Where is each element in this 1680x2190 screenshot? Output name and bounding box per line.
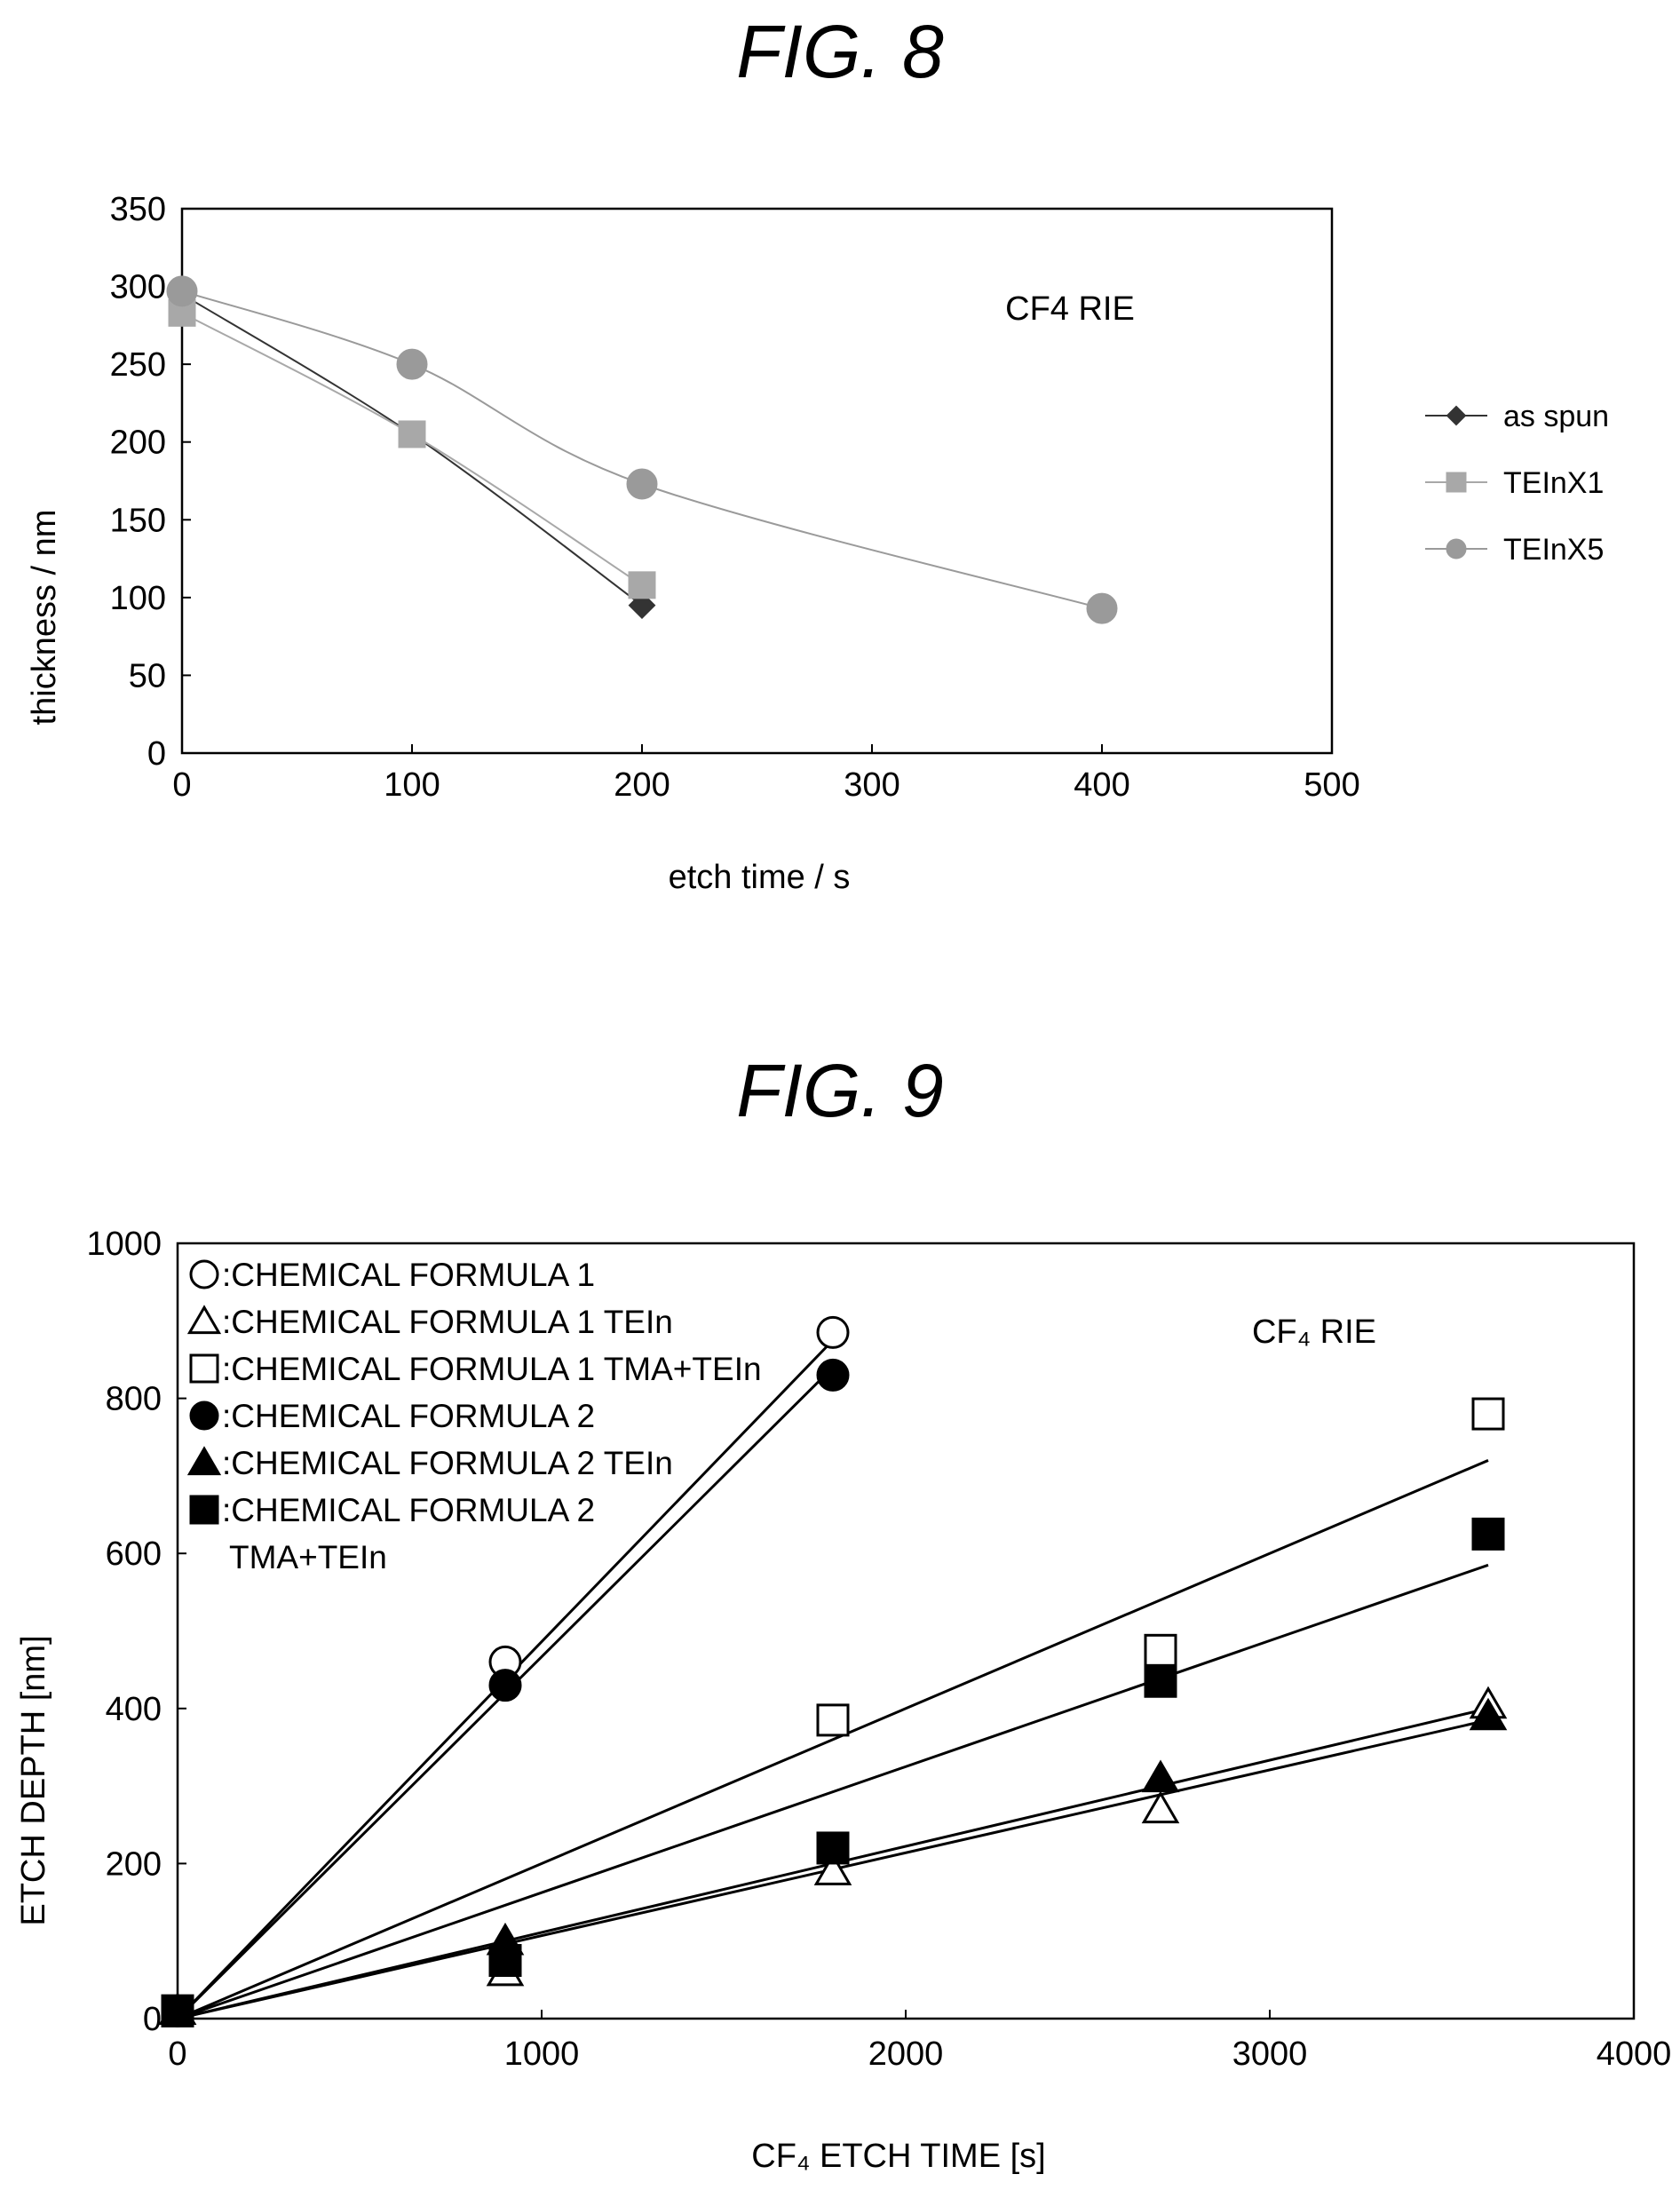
fig9-annotation: CF₄ RIE (1252, 1313, 1376, 1351)
fig9-point-series-3 (1471, 1397, 1505, 1431)
fig8-legend-label: TEInX5 (1503, 533, 1604, 567)
fig9-legend-label: :CHEMICAL FORMULA 1 (222, 1257, 595, 1293)
fig9-y-tick-label: 400 (106, 1691, 162, 1728)
fig9-y-tick-label: 200 (106, 1845, 162, 1883)
fig8-point-teinx1 (628, 571, 656, 599)
fig9-legend-label: :CHEMICAL FORMULA 2 (222, 1492, 595, 1528)
fig9-x-tick-label: 3000 (1232, 2035, 1308, 2073)
fig8-y-tick-label: 200 (110, 425, 166, 462)
fig8-chart: 0 100 200 300 400 500 0 50 100 150 200 250 300 350 as … (26, 191, 1610, 896)
fig8-x-tick-label: 400 (1074, 766, 1129, 804)
fig9-chart: 0 1000 2000 3000 4000 0 200 400 600 800 1000 :CHEMI… (15, 1226, 1671, 2175)
fig9-fit-line-6 (177, 1563, 1489, 2020)
fig8-x-tick-label: 100 (384, 766, 440, 804)
fig9-fit-line-3 (177, 1459, 1489, 2020)
fig8-point-teinx5 (166, 275, 198, 307)
fig9-point-series-1 (816, 1315, 850, 1349)
fig8-legend-marker-teinx1 (1446, 472, 1467, 493)
fig9-y-tick-label: 1000 (86, 1226, 162, 1263)
fig8-title: FIG. 8 (736, 10, 944, 93)
fig8-y-tick-label: 300 (110, 269, 166, 306)
fig8-plot-frame (180, 207, 1334, 755)
fig9-point-series-4 (488, 1669, 522, 1702)
fig8-x-tick-label: 200 (614, 766, 670, 804)
fig9-point-series-4 (816, 1358, 850, 1392)
fig8-y-tick-label: 0 (147, 735, 166, 773)
fig9-plot-marks: 0 1000 2000 3000 4000 0 200 400 600 800 1000 :CHEMI… (86, 1226, 1671, 2073)
fig9-point-series-2 (1141, 1790, 1180, 1824)
fig8-x-tick-label: 500 (1304, 766, 1359, 804)
fig9-point-series-6 (816, 1831, 850, 1865)
fig9-legend-marker-1 (189, 1259, 219, 1289)
fig8-legend-label: TEInX1 (1503, 466, 1604, 500)
fig9-point-series-3 (1144, 1633, 1177, 1667)
fig8-y-tick-label: 100 (110, 580, 166, 617)
fig9-x-axis-label: CF₄ ETCH TIME [s] (751, 2138, 1045, 2175)
fig8-y-tick-label: 250 (110, 346, 166, 384)
fig8-point-as-spun (628, 591, 656, 620)
fig9-legend-label: :CHEMICAL FORMULA 1 TEIn (222, 1304, 673, 1340)
fig9-point-series-5 (1469, 1697, 1508, 1731)
fig8-y-tick-label: 50 (129, 657, 166, 694)
fig8-legend-label: as spun (1503, 400, 1609, 433)
fig9-point-series-6 (488, 1944, 522, 1978)
fig9-y-axis-label: ETCH DEPTH [nm] (15, 1635, 52, 1925)
fig9-point-series-2 (813, 1853, 852, 1885)
fig9-legend-marker-5 (186, 1446, 222, 1476)
fig8-series-line-as-spun (181, 293, 643, 607)
fig8-y-tick-label: 150 (110, 502, 166, 539)
fig9-x-tick-label: 1000 (504, 2035, 580, 2073)
fig8-annotation: CF4 RIE (1005, 290, 1135, 328)
fig8-x-axis-label: etch time / s (669, 859, 851, 896)
fig9-y-tick-label: 600 (106, 1535, 162, 1573)
fig9-title: FIG. 9 (736, 1049, 944, 1132)
fig9-y-tick-label: 800 (106, 1381, 162, 1418)
fig9-point-series-5 (1141, 1759, 1180, 1793)
fig8-y-tick-label: 350 (110, 191, 166, 228)
fig9-legend-marker-4 (189, 1400, 219, 1431)
fig9-x-tick-label: 2000 (868, 2035, 944, 2073)
fig8-point-teinx1 (398, 420, 426, 448)
fig8-plot-marks: 0 100 200 300 400 500 0 50 100 150 200 250 300 350 as … (110, 191, 1610, 804)
fig8-series-line-teinx5 (181, 290, 1103, 610)
fig9-legend-marker-3 (189, 1353, 219, 1384)
fig9-point-series-3 (816, 1703, 850, 1737)
fig8-y-axis-label: thickness / nm (26, 510, 63, 726)
fig9-legend-label: :CHEMICAL FORMULA 1 TMA+TEIn (222, 1351, 762, 1387)
fig8-legend-marker-as-spun (1446, 405, 1467, 426)
fig8-legend-marker-teinx5 (1446, 538, 1467, 559)
fig9-legend-marker-2 (186, 1305, 222, 1335)
fig9-point-series-6 (1471, 1517, 1505, 1551)
fig9-legend-marker-6 (189, 1495, 219, 1525)
fig9-x-tick-label: 4000 (1597, 2035, 1672, 2073)
fig9-legend-label: :CHEMICAL FORMULA 2 TEIn (222, 1445, 673, 1481)
fig8-x-tick-label: 300 (844, 766, 899, 804)
fig9-legend-label-line2: TMA+TEIn (229, 1539, 387, 1575)
fig8-point-teinx5 (626, 468, 658, 500)
fig9-y-tick-label: 0 (143, 2001, 162, 2038)
fig9-point-series-6 (1144, 1664, 1177, 1698)
fig9-point-series-6 (161, 1994, 194, 2027)
fig8-point-teinx5 (1086, 592, 1118, 624)
fig9-x-tick-label: 0 (168, 2035, 186, 2073)
fig8-x-tick-label: 0 (172, 766, 191, 804)
fig9-legend-label: :CHEMICAL FORMULA 2 (222, 1398, 595, 1434)
fig8-point-teinx5 (396, 348, 428, 380)
